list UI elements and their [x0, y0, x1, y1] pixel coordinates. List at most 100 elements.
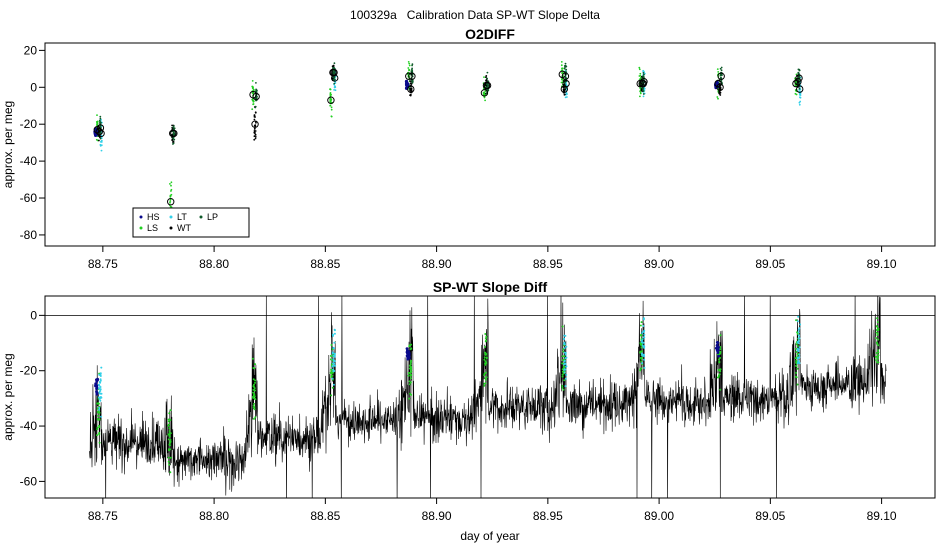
legend-swatch-hs [139, 215, 143, 219]
x-tick-label: 89.05 [755, 509, 785, 523]
cal-point-ls [252, 404, 255, 407]
cluster-median-marker [714, 79, 722, 88]
point-lt [799, 94, 802, 96]
cal-point-ls [409, 361, 412, 364]
cal-point-ls [167, 424, 170, 427]
cal-point-lt [333, 352, 336, 355]
point-lt [799, 92, 802, 95]
cal-point-lt [642, 336, 645, 339]
point-ls [252, 103, 255, 105]
cal-point-ls [877, 344, 880, 347]
cluster-median-marker [408, 72, 416, 80]
cal-point-ls [561, 386, 564, 389]
x-tick-label: 89.10 [867, 257, 897, 271]
cal-point-ls [330, 344, 333, 346]
point-wt [719, 94, 722, 96]
cal-point-ls [561, 325, 564, 328]
cal-point-ls [410, 359, 413, 362]
point-ls [170, 181, 173, 184]
cal-point-ls [330, 371, 332, 374]
cal-point-ls [561, 384, 564, 387]
point-ls [169, 194, 172, 197]
cal-point-ls [98, 433, 101, 436]
cal-point-ls [876, 332, 879, 335]
cal-point-lt [643, 366, 646, 369]
cal-point-ls [169, 471, 172, 474]
cal-point-ls [167, 460, 170, 463]
point-ls [329, 92, 332, 94]
cal-point-ls [719, 334, 722, 337]
point-ls [329, 104, 332, 107]
cal-point-ls [484, 377, 487, 380]
point-ls [560, 61, 563, 63]
point-lt [334, 89, 337, 92]
cal-point-lt [564, 351, 567, 354]
point-lp [719, 67, 722, 70]
panel-1-axes: O2DIFF 88.75 88.80 88.85 88.90 88.95 89.00 89.0… [1, 26, 936, 271]
point-ls [408, 62, 411, 65]
cal-point-ls [717, 374, 720, 377]
point-ls [169, 183, 171, 185]
cal-point-lt [98, 373, 101, 376]
cluster-median-marker [560, 85, 569, 93]
cal-point-ls [877, 338, 880, 341]
cal-point-ls [719, 388, 722, 391]
point-lp [172, 143, 174, 145]
cal-point-lt [798, 327, 801, 330]
cal-point-ls [409, 348, 412, 351]
point-ls [407, 61, 410, 63]
point-wt [171, 124, 174, 127]
cal-point-lt [564, 377, 567, 380]
cal-point-ls [252, 396, 255, 399]
legend-label: LP [207, 212, 218, 222]
cal-point-ls [640, 346, 643, 349]
cal-point-lt [563, 371, 566, 374]
point-wt [563, 88, 566, 90]
point-ls [560, 64, 563, 67]
cal-point-lt [333, 329, 336, 332]
point-ls [716, 68, 719, 70]
cal-point-ls [253, 408, 256, 411]
cal-point-ls [795, 343, 798, 346]
cal-point-ls [409, 381, 412, 384]
point-ls [251, 80, 254, 82]
cal-point-ls [563, 379, 566, 382]
legend-label: WT [177, 223, 191, 233]
point-lt [799, 96, 801, 99]
point-lt [100, 140, 103, 143]
point-lt [566, 93, 568, 95]
cal-point-ls [96, 426, 99, 429]
x-tick-label: 88.95 [533, 257, 563, 271]
x-tick-label: 88.95 [533, 509, 563, 523]
cal-point-ls [795, 364, 798, 367]
point-ls [170, 184, 172, 187]
cal-point-ls [96, 434, 99, 437]
cal-point-ls [254, 416, 257, 419]
cal-point-ls [483, 382, 486, 385]
point-lp [642, 72, 645, 74]
point-ls [561, 67, 563, 70]
cal-point-lt [641, 341, 644, 344]
cal-point-lt [798, 337, 801, 340]
x-tick-label: 88.80 [199, 509, 229, 523]
cal-point-lt [796, 349, 799, 352]
cal-point-ls [718, 360, 721, 363]
point-ls [717, 97, 719, 100]
point-hs [94, 133, 98, 137]
cal-point-lt [564, 385, 567, 388]
cal-point-ls [329, 354, 332, 357]
cal-point-lt [798, 353, 801, 356]
y-tick-label: -40 [20, 419, 38, 433]
cal-point-ls [719, 368, 722, 371]
point-lp [333, 71, 336, 74]
y-tick-label: -60 [20, 191, 38, 205]
cluster-median-marker [561, 72, 570, 80]
cal-point-ls [640, 356, 643, 359]
cal-point-ls [169, 444, 171, 447]
page-title: 100329a Calibration Data SP-WT Slope Del… [350, 8, 600, 22]
cal-point-ls [167, 420, 170, 423]
point-lp [487, 85, 490, 87]
point-wt [718, 92, 721, 94]
point-hs [405, 83, 409, 87]
